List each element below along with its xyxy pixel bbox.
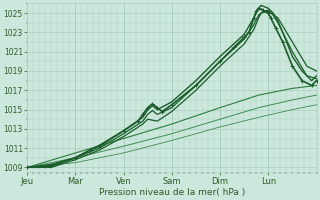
- X-axis label: Pression niveau de la mer( hPa ): Pression niveau de la mer( hPa ): [99, 188, 245, 197]
